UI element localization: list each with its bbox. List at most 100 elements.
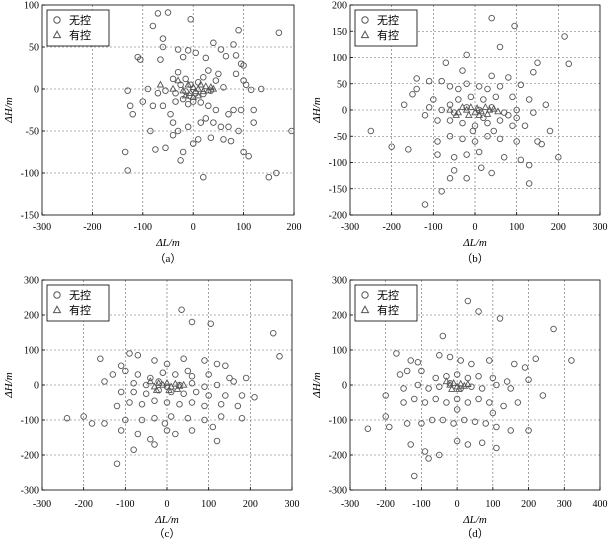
uncontrolled-point <box>421 111 429 119</box>
uncontrolled-point <box>155 378 162 385</box>
uncontrolled-point <box>139 98 147 105</box>
x-tick-label: 400 <box>593 499 608 510</box>
controlled-point <box>173 384 182 392</box>
y-tick-label: 300 <box>24 276 39 287</box>
uncontrolled-point <box>276 353 283 360</box>
uncontrolled-point <box>514 399 522 406</box>
uncontrolled-point <box>130 446 137 454</box>
uncontrolled-point <box>117 362 125 370</box>
uncontrolled-point <box>455 85 462 93</box>
y-tick-label: 100 <box>24 346 39 357</box>
uncontrolled-point <box>179 53 187 61</box>
y-tick-label: -300 <box>329 486 347 497</box>
uncontrolled-point <box>532 355 539 363</box>
uncontrolled-point <box>179 148 187 156</box>
uncontrolled-point <box>169 131 177 139</box>
uncontrolled-point <box>436 352 443 359</box>
uncontrolled-point <box>172 371 179 378</box>
uncontrolled-point <box>217 401 225 408</box>
uncontrolled-point <box>187 16 194 23</box>
uncontrolled-point <box>486 357 493 364</box>
uncontrolled-point <box>542 101 550 108</box>
x-tick-label: 0 <box>473 222 478 233</box>
uncontrolled-point <box>546 127 554 135</box>
y-tick-label: 200 <box>332 1 347 12</box>
uncontrolled-point <box>505 74 512 81</box>
uncontrolled-point <box>367 127 375 135</box>
uncontrolled-point <box>538 140 545 148</box>
uncontrolled-point <box>232 70 240 78</box>
uncontrolled-point <box>217 413 225 420</box>
x-tick-label: -200 <box>377 499 395 510</box>
uncontrolled-point <box>80 413 87 420</box>
x-tick-label: 200 <box>243 499 258 510</box>
x-tick-label: 300 <box>557 499 572 510</box>
uncontrolled-point <box>489 409 497 417</box>
y-axis-label: ΔH/m <box>3 97 15 123</box>
legend-label: 无控 <box>69 13 91 27</box>
uncontrolled-point <box>225 110 232 118</box>
x-tick-label: 100 <box>485 499 500 510</box>
uncontrolled-point <box>457 357 464 364</box>
uncontrolled-point <box>503 378 511 385</box>
legend-triangle-marker <box>360 305 370 314</box>
uncontrolled-point <box>413 85 420 93</box>
uncontrolled-point <box>134 352 142 359</box>
uncontrolled-point <box>134 430 142 438</box>
uncontrolled-point <box>513 114 520 122</box>
controlled-point <box>202 82 210 90</box>
uncontrolled-point <box>142 381 150 389</box>
uncontrolled-point <box>450 153 458 161</box>
legend-box <box>46 9 110 47</box>
controlled-point <box>467 103 475 111</box>
uncontrolled-point <box>500 153 508 161</box>
uncontrolled-point <box>453 437 461 445</box>
uncontrolled-point <box>167 110 174 118</box>
uncontrolled-point <box>200 173 207 181</box>
controlled-point <box>481 103 490 111</box>
uncontrolled-point <box>232 52 240 59</box>
y-tick-label: 150 <box>332 27 347 38</box>
uncontrolled-point <box>475 395 482 403</box>
uncontrolled-point <box>414 359 422 366</box>
uncontrolled-point <box>124 87 131 94</box>
y-tick-label: -200 <box>329 451 347 462</box>
x-tick-label: -200 <box>83 222 101 233</box>
uncontrolled-point <box>235 26 242 34</box>
uncontrolled-point <box>230 106 237 114</box>
uncontrolled-point <box>463 174 470 182</box>
legend-circle-marker <box>53 16 61 24</box>
uncontrolled-point <box>222 362 229 370</box>
uncontrolled-point <box>488 72 495 80</box>
uncontrolled-point <box>207 320 214 328</box>
uncontrolled-point <box>212 106 220 114</box>
controlled-point <box>483 109 492 117</box>
uncontrolled-point <box>475 83 483 90</box>
uncontrolled-point <box>210 119 217 126</box>
uncontrolled-point <box>197 99 205 106</box>
uncontrolled-point <box>509 122 516 129</box>
uncontrolled-point <box>488 169 495 177</box>
uncontrolled-point <box>469 127 477 135</box>
y-tick-label: 0 <box>34 85 39 96</box>
uncontrolled-point <box>507 427 514 434</box>
uncontrolled-point <box>151 357 158 364</box>
uncontrolled-point <box>122 416 129 424</box>
panel-caption: （c） <box>154 527 181 540</box>
controlled-point <box>181 91 190 99</box>
uncontrolled-point <box>517 81 525 89</box>
uncontrolled-point <box>265 173 273 181</box>
controlled-point <box>194 91 202 99</box>
uncontrolled-point <box>172 98 179 105</box>
uncontrolled-point <box>409 90 416 98</box>
uncontrolled-point <box>407 441 414 448</box>
legend-label: 无控 <box>69 288 91 302</box>
legend-triangle-marker <box>52 305 62 314</box>
uncontrolled-point <box>464 399 472 406</box>
uncontrolled-point <box>155 387 162 394</box>
uncontrolled-point <box>144 85 152 93</box>
uncontrolled-point <box>393 350 400 357</box>
data-points <box>121 9 294 181</box>
x-tick-label: -300 <box>341 499 359 510</box>
uncontrolled-point <box>245 152 252 160</box>
